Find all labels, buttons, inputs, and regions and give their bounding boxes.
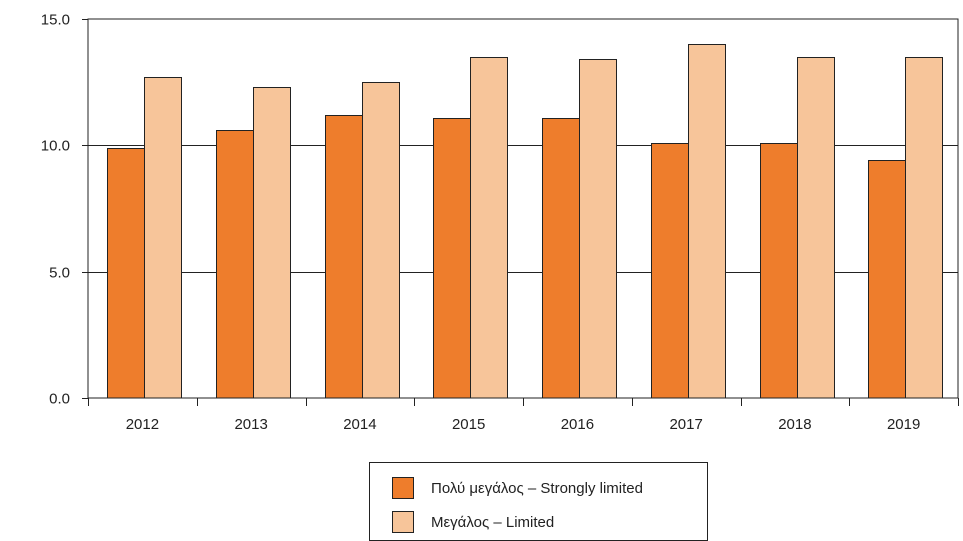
legend-item-limited: Μεγάλος – Limited	[392, 510, 554, 534]
x-tick-label: 2017	[669, 416, 702, 433]
bar	[362, 82, 400, 399]
legend-item-strongly-limited: Πολύ μεγάλος – Strongly limited	[392, 476, 643, 500]
bar	[433, 118, 471, 399]
bar	[470, 57, 508, 399]
bar	[107, 148, 145, 399]
x-tick-label: 2019	[887, 416, 920, 433]
bar	[216, 130, 254, 399]
bar	[688, 44, 726, 399]
x-tick-label: 2018	[778, 416, 811, 433]
y-tick-label: 0.0	[49, 391, 70, 408]
y-tick-label: 5.0	[49, 265, 70, 282]
legend: Πολύ μεγάλος – Strongly limited Μεγάλος …	[369, 462, 708, 541]
bar	[579, 59, 617, 399]
bars-group	[107, 44, 943, 399]
bar	[325, 115, 363, 399]
y-tick-label: 10.0	[41, 138, 70, 155]
y-axis: 0.0 5.0 10.0 15.0	[41, 12, 88, 408]
legend-label-limited: Μεγάλος – Limited	[431, 513, 555, 531]
bar	[797, 57, 835, 399]
bar	[868, 160, 906, 399]
bar	[651, 143, 689, 399]
legend-swatch-limited	[392, 511, 414, 533]
legend-swatch-strongly-limited	[392, 477, 414, 499]
x-tick-label: 2013	[234, 416, 267, 433]
bar	[144, 77, 182, 399]
x-tick-label: 2012	[126, 416, 159, 433]
legend-label-strongly-limited: Πολύ μεγάλος – Strongly limited	[431, 479, 643, 497]
bar	[253, 87, 291, 399]
x-tick-label: 2016	[561, 416, 594, 433]
bar-chart: 0.05.010.015.0 2012 2013 2014 2015 2016 2017 2…	[41, 12, 959, 433]
x-tick-label: 2015	[452, 416, 485, 433]
y-tick-label: 15.0	[41, 12, 70, 29]
x-axis: 2012 2013 2014 2015 2016 2017 2018 2019	[88, 398, 959, 433]
bar	[760, 143, 798, 399]
bar	[905, 57, 943, 399]
x-tick-label: 2014	[343, 416, 376, 433]
bar	[542, 118, 580, 399]
